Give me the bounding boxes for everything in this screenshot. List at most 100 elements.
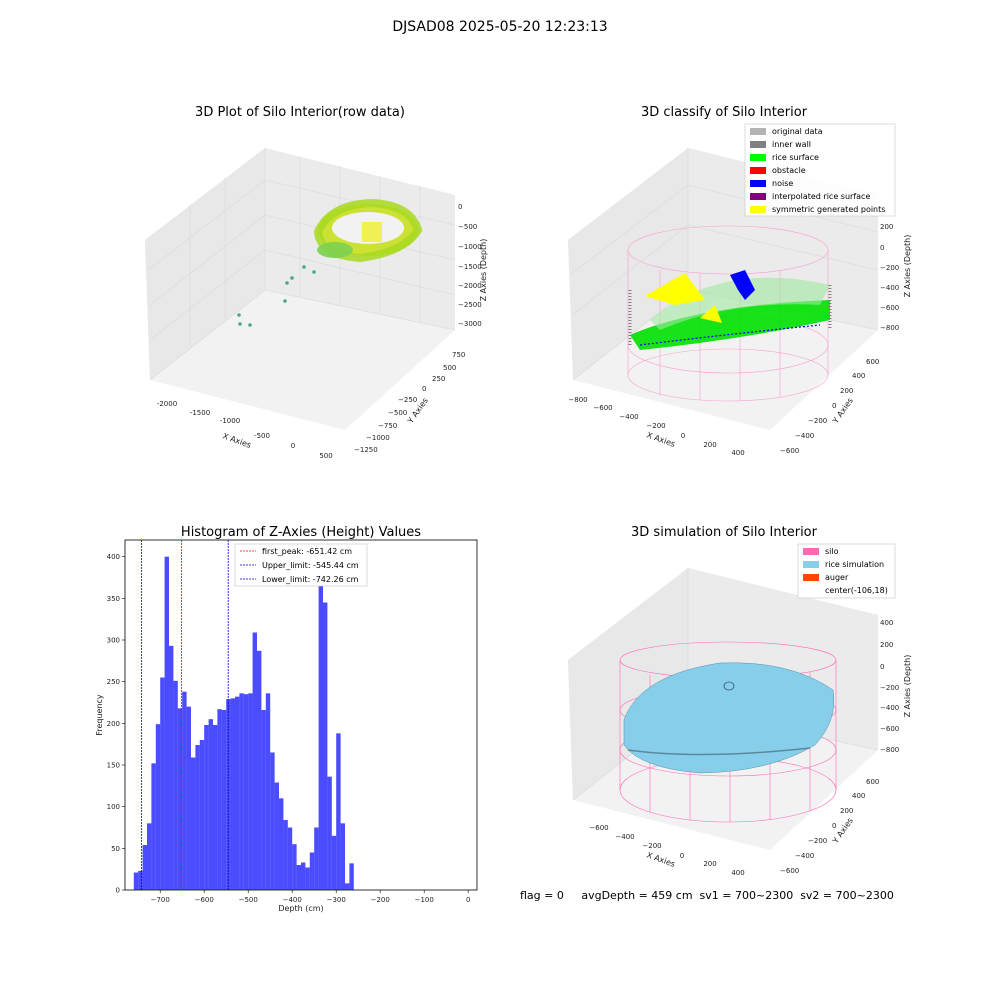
histogram-bar <box>257 650 262 890</box>
legend-item: noise <box>750 179 793 188</box>
y-ticks: 600 400 200 0 −200 −400 −600 <box>780 778 879 875</box>
svg-text:original data: original data <box>772 127 823 136</box>
histogram-bar <box>177 708 183 890</box>
histogram-bar <box>248 693 253 890</box>
histogram-bar <box>279 798 284 890</box>
z-tick-label: −2000 <box>458 282 482 290</box>
x-axis-label: X Axies <box>221 431 252 450</box>
legend-item: center(-106,18) <box>825 586 888 595</box>
histogram-bar <box>309 852 315 890</box>
reference-lines <box>141 540 229 890</box>
x-ticks: −600 −400 −200 0 200 400 <box>589 824 744 877</box>
histogram-bar <box>235 696 240 890</box>
z-tick-label: 0 <box>458 203 462 211</box>
y-axis-label: Y Axies <box>830 816 855 846</box>
histogram-bar <box>283 820 288 890</box>
z-tick-label: 0 <box>880 663 884 671</box>
z-tick-label: −400 <box>880 704 899 712</box>
histogram-bar <box>204 725 209 890</box>
x-ticks: -2000 -1500 -1000 -500 0 500 <box>157 400 333 460</box>
legend-item: silo <box>803 547 839 556</box>
z-tick-label: −200 <box>880 684 899 692</box>
histogram-bar <box>147 823 152 890</box>
svg-text:rice simulation: rice simulation <box>825 560 884 569</box>
histogram-bar <box>274 782 279 890</box>
z-tick-label: −600 <box>880 304 899 312</box>
y-ticks: 0 50 100 150 200 250 300 350 400 <box>107 553 125 895</box>
panel-raw-data: 3D Plot of Silo Interior(row data) <box>145 105 488 460</box>
histogram-bar <box>186 706 191 890</box>
histogram-bar <box>261 710 266 890</box>
noise-point <box>290 276 294 280</box>
y-tick-label: 500 <box>443 364 456 372</box>
gridlines <box>147 148 456 381</box>
z-ticks: 200 0 −200 −400 −600 −800 <box>880 223 899 332</box>
x-tick-label: -1000 <box>220 417 240 425</box>
histogram-bar <box>164 556 169 890</box>
z-tick-label: −200 <box>880 264 899 272</box>
z-tick-label: 0 <box>880 244 884 252</box>
histogram-bar <box>142 845 147 890</box>
histogram-bar <box>155 724 161 890</box>
x-tick-label: −600 <box>589 824 608 832</box>
x-tick-label: −700 <box>151 896 170 904</box>
x-tick-label: −500 <box>239 896 258 904</box>
y-tick-label: −750 <box>378 422 397 430</box>
x-axis-label: X Axies <box>645 430 676 449</box>
svg-text:inner wall: inner wall <box>772 140 811 149</box>
histogram-bar <box>318 575 323 890</box>
histogram-bar <box>331 835 337 890</box>
svg-text:Upper_limit: -545.44 cm: Upper_limit: -545.44 cm <box>262 561 359 570</box>
y-ticks: 750 500 250 0 −250 −500 −750 −1000 −1250 <box>354 351 465 454</box>
rice-surface <box>623 662 835 774</box>
x-axis-label: X Axies <box>645 850 676 869</box>
histogram-bar <box>230 698 235 890</box>
histogram-bar <box>221 710 227 890</box>
y-tick-label: 150 <box>107 762 120 770</box>
histogram-bar <box>323 602 328 890</box>
x-tick-label: 500 <box>319 452 332 460</box>
x-tick-label: 200 <box>703 860 716 868</box>
histogram-bar <box>195 745 200 890</box>
panel-title: 3D classify of Silo Interior <box>641 105 808 120</box>
z-tick-label: −1500 <box>458 263 482 271</box>
x-tick-label: 200 <box>703 441 716 449</box>
histogram-bar <box>270 752 275 890</box>
histogram-bar <box>213 725 218 890</box>
y-tick-label: −250 <box>398 396 417 404</box>
histogram-bar <box>217 709 222 890</box>
y-tick-label: 200 <box>107 720 120 728</box>
x-tick-label: −600 <box>593 404 612 412</box>
svg-text:auger: auger <box>825 573 849 582</box>
y-tick-label: 600 <box>866 358 879 366</box>
legend-item: auger <box>803 573 849 582</box>
histogram-bar <box>314 827 319 890</box>
y-tick-label: 200 <box>840 807 853 815</box>
z-tick-label: 200 <box>880 223 893 231</box>
histogram-bar <box>305 867 310 890</box>
x-tick-label: 0 <box>681 432 685 440</box>
panel-title: 3D simulation of Silo Interior <box>631 525 818 540</box>
noise-point <box>285 281 289 285</box>
x-tick-label: −200 <box>642 842 661 850</box>
z-tick-label: −800 <box>880 324 899 332</box>
y-ticks: 600 400 200 0 −200 −400 −600 <box>780 358 879 455</box>
z-tick-label: −600 <box>880 725 899 733</box>
histogram-bar <box>252 632 257 890</box>
histogram-bar <box>336 733 341 890</box>
rice-surface-points <box>630 300 830 350</box>
z-axis-label: Z Axies (Depth) <box>903 235 912 298</box>
z-tick-label: −500 <box>458 223 477 231</box>
y-tick-label: −400 <box>795 852 814 860</box>
y-tick-label: −200 <box>808 417 827 425</box>
panel-title: 3D Plot of Silo Interior(row data) <box>195 105 405 120</box>
y-tick-label: 250 <box>432 375 445 383</box>
z-tick-label: −3000 <box>458 320 482 328</box>
noise-point <box>237 313 241 317</box>
histogram-bar <box>349 863 354 890</box>
y-tick-label: 600 <box>866 778 879 786</box>
z-tick-label: 200 <box>880 641 893 649</box>
legend-item: rice surface <box>750 153 819 162</box>
y-tick-label: −1250 <box>354 446 378 454</box>
